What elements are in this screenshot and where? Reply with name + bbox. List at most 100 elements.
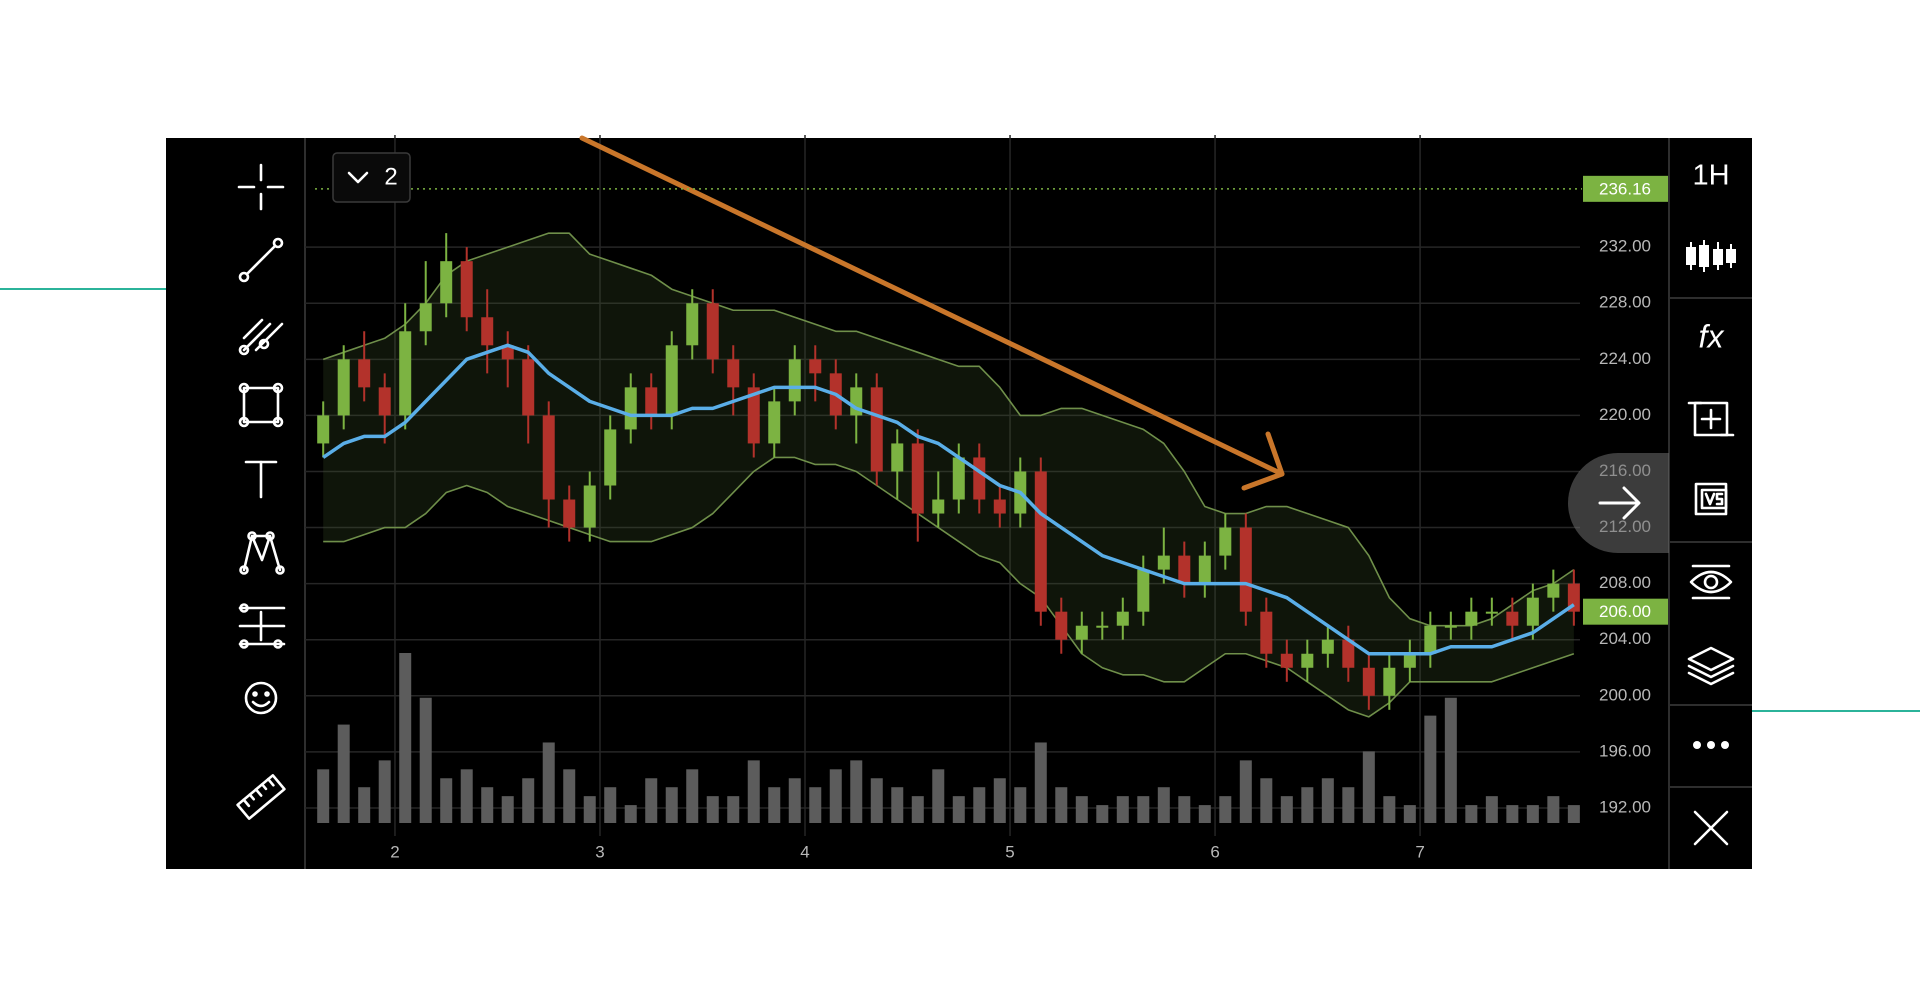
price-badge [1583, 175, 1668, 202]
candle-body [378, 387, 391, 416]
rectangle-tool[interactable] [238, 382, 284, 428]
candle-body [788, 359, 801, 402]
trend-line-tool[interactable] [238, 237, 284, 283]
trend-arrow [579, 135, 1285, 477]
candle-body [522, 359, 535, 416]
scroll-latest-button[interactable] [1568, 453, 1669, 553]
candle-body [911, 443, 924, 514]
indicator-count: 2 [384, 163, 397, 190]
candle-body [1383, 667, 1396, 696]
volume-bar [1342, 787, 1355, 823]
volume-bar [337, 724, 350, 823]
moving-average-line [322, 343, 1575, 656]
candle-body [645, 387, 658, 416]
volume-bar [1526, 805, 1539, 823]
compare-button[interactable] [1687, 401, 1735, 437]
candle-body [460, 261, 473, 318]
chart-type-button[interactable] [1686, 240, 1736, 272]
volume-bar [317, 769, 330, 823]
upper-band-line [322, 232, 1575, 627]
volume-bar [993, 778, 1006, 823]
y-tick-label: 204.00 [1599, 629, 1651, 648]
volume-bar [1485, 796, 1498, 823]
volume-bar [1137, 796, 1150, 823]
indicator-toggle[interactable]: 2 [332, 152, 411, 203]
candle-body [1096, 625, 1109, 628]
lower-band-line [323, 456, 1575, 718]
price-badge [1583, 598, 1668, 625]
candle-body [1301, 653, 1314, 668]
x-tick-label: 7 [1415, 842, 1424, 861]
volume-bar [399, 653, 412, 823]
pitchfork-tool[interactable] [238, 318, 284, 356]
candle-body [1034, 471, 1047, 612]
versus-button[interactable] [1694, 482, 1728, 516]
volume-bar [1034, 742, 1047, 823]
left-toolbar [236, 163, 286, 820]
close-button[interactable] [1693, 810, 1729, 846]
measure-tool[interactable] [238, 603, 286, 649]
ruler-tool[interactable] [236, 774, 286, 820]
candle-body [1547, 583, 1560, 598]
volume-bar [563, 769, 576, 823]
volume-bar [645, 778, 658, 823]
pattern-tool[interactable] [239, 531, 285, 575]
candle-body [870, 387, 883, 472]
candle-body [1280, 653, 1293, 668]
candle-body [665, 345, 678, 416]
candle-body [891, 443, 904, 472]
text-tool[interactable] [244, 460, 278, 499]
volume-bar [727, 796, 740, 823]
candle-body [563, 499, 576, 528]
crosshair-tool[interactable] [237, 163, 285, 211]
volume-bar [1567, 805, 1580, 823]
candle-body [1198, 555, 1211, 584]
volume-bar [1301, 787, 1314, 823]
candle-body [727, 359, 740, 388]
volume-bar [358, 787, 371, 823]
candle-body [1424, 625, 1437, 654]
candle-body [1239, 527, 1252, 612]
volume-bar [1096, 805, 1109, 823]
candle-body [686, 303, 699, 346]
volume-bar [1014, 787, 1027, 823]
band-fill [323, 233, 1574, 717]
volume-bar [1239, 760, 1252, 823]
volume-bar [1219, 796, 1232, 823]
candle-body [1157, 555, 1170, 570]
y-tick-label: 192.00 [1599, 797, 1651, 816]
layers-button[interactable] [1687, 646, 1735, 686]
trend-arrow-head [1241, 431, 1285, 491]
timeframe-button[interactable]: 1H [1692, 160, 1729, 192]
candle-body [1403, 653, 1416, 668]
volume-bar [501, 796, 514, 823]
candle-body [973, 457, 986, 500]
candle-body [932, 499, 945, 514]
candle-body [1506, 611, 1519, 626]
volume-bar [1260, 778, 1273, 823]
right-toolbar: 1H fx [1669, 160, 1752, 846]
volume-bar [1506, 805, 1519, 823]
candle-body [583, 485, 596, 528]
candle-body [1055, 611, 1068, 640]
candle-body [481, 317, 494, 346]
volume-bar [1075, 796, 1088, 823]
indicators-button[interactable]: fx [1699, 318, 1725, 354]
volume-bar [481, 787, 494, 823]
candle-body [1116, 611, 1129, 626]
x-tick-label: 5 [1005, 842, 1014, 861]
volume-bar [768, 787, 781, 823]
volume-bar [624, 805, 637, 823]
volume-bar [1383, 796, 1396, 823]
volume-bar [829, 769, 842, 823]
candle-body [809, 359, 822, 374]
volume-bar [378, 760, 391, 823]
volume-bar [870, 778, 883, 823]
emoji-tool[interactable] [244, 681, 278, 715]
more-button[interactable] [1693, 741, 1729, 749]
volume-bar [542, 742, 555, 823]
volume-bar [1547, 796, 1560, 823]
y-tick-label: 220.00 [1599, 405, 1651, 424]
visibility-button[interactable] [1689, 564, 1733, 600]
